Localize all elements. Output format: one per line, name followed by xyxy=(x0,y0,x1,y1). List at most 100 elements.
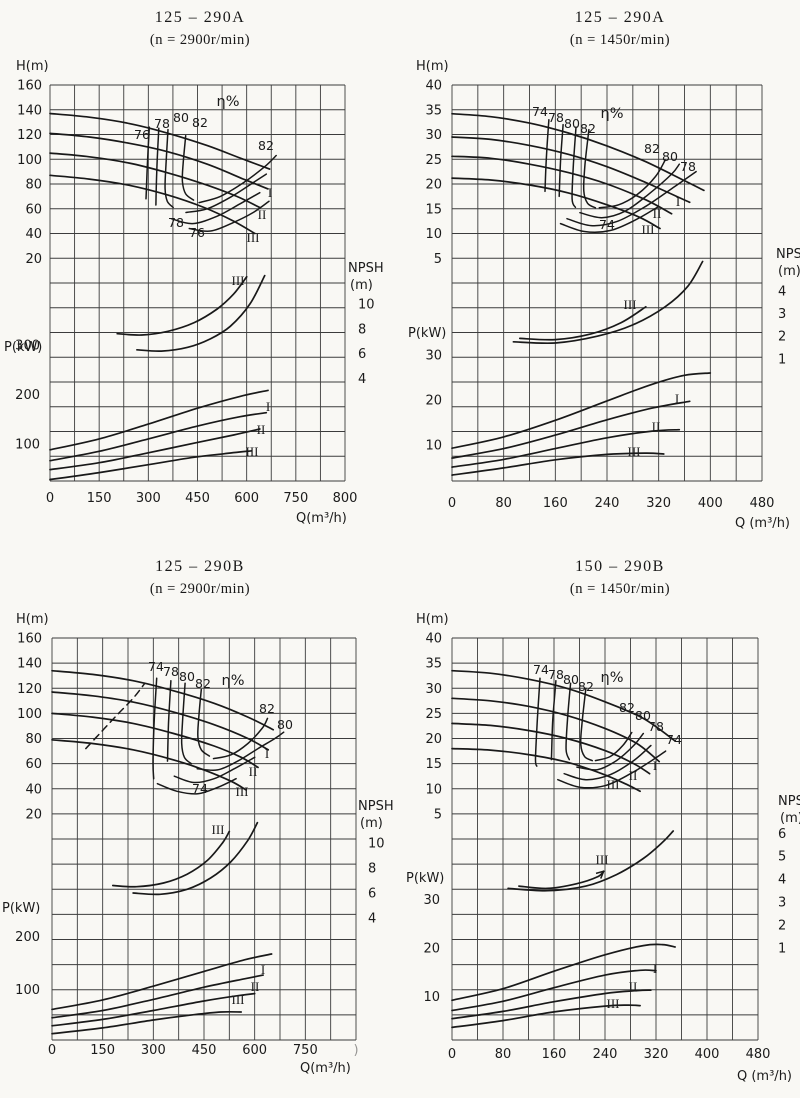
q-axis-tick: 150 xyxy=(90,1043,115,1058)
curve-label-III: III xyxy=(596,852,609,867)
curve-label-II: II xyxy=(249,764,258,779)
chart-panel-150-290B-1450: H(m)403530252015105P(kW)302010NPSH(m)654… xyxy=(400,549,800,1098)
curve-label-82: 82 xyxy=(195,676,211,691)
curve-label-II: II xyxy=(653,206,662,221)
series-head-III xyxy=(451,177,661,230)
npsh-axis-tick: 6 xyxy=(368,887,376,902)
q-axis-tick: 750 xyxy=(293,1043,318,1058)
curve-label-76: 76 xyxy=(134,127,150,142)
series-power-III xyxy=(451,452,665,476)
series-npsh-III xyxy=(518,305,647,341)
curve-label-82: 82 xyxy=(580,121,596,136)
series-head-I xyxy=(451,697,661,763)
series-head-I xyxy=(49,132,269,190)
q-axis-tick: 80 xyxy=(495,1047,512,1062)
h-axis-tick: 140 xyxy=(17,103,42,118)
npsh-axis-tick: 6 xyxy=(778,827,786,842)
series-npsh-I xyxy=(512,260,704,345)
npsh-axis-tick: 6 xyxy=(358,347,366,362)
q-axis-tick: 300 xyxy=(141,1043,166,1058)
series-eff-78-left xyxy=(550,679,557,761)
curve-label-74: 74 xyxy=(192,781,208,796)
series-power-A xyxy=(51,953,273,1011)
curve-label-78: 78 xyxy=(548,110,564,125)
p-axis-label: P(kW) xyxy=(4,340,42,355)
h-axis-tick: 40 xyxy=(25,227,42,242)
pump-curve-chart-canvas: H(m)403530252015105P(kW)302010NPSH(m)654… xyxy=(406,612,800,1084)
curve-label-80: 80 xyxy=(662,149,678,164)
h-axis-tick: 25 xyxy=(425,153,442,168)
p-axis-tick: 200 xyxy=(15,930,40,945)
series-npsh-I xyxy=(507,830,675,892)
series-head-A xyxy=(451,669,676,742)
series-eff-78-left xyxy=(155,127,160,206)
q-axis-tick: 600 xyxy=(234,491,259,506)
h-axis-tick: 60 xyxy=(25,202,42,217)
series-head-II xyxy=(451,155,673,215)
series-eff-78-right xyxy=(173,756,256,784)
npsh-axis-tick: 4 xyxy=(778,284,786,299)
p-axis-label: P(kW) xyxy=(408,326,446,341)
h-axis-tick: 80 xyxy=(25,732,42,747)
npsh-axis-tick: 8 xyxy=(368,861,376,876)
curve-label-80: 80 xyxy=(277,717,293,732)
curve-label-82: 82 xyxy=(192,115,208,130)
h-axis-label: H(m) xyxy=(416,59,449,74)
p-axis-tick: 20 xyxy=(423,941,440,956)
q-axis-tick: 80 xyxy=(495,496,512,511)
series-npsh-III xyxy=(116,275,248,336)
curve-label-80: 80 xyxy=(564,116,580,131)
pump-curve-chart-canvas: H(m)403530252015105P(kW)302010NPSH(m)432… xyxy=(408,59,800,531)
q-axis-tick: 480 xyxy=(750,496,775,511)
p-axis-tick: 30 xyxy=(425,349,442,364)
curve-label-78: 78 xyxy=(154,116,170,131)
series-eff-76-right xyxy=(188,200,270,232)
h-axis-tick: 5 xyxy=(434,252,442,267)
p-axis-label: P(kW) xyxy=(2,901,40,916)
curve-label-82: 82 xyxy=(259,701,275,716)
curve-label-III: III xyxy=(232,992,245,1007)
curve-label-II: II xyxy=(629,979,638,994)
npsh-axis-tick: 2 xyxy=(778,919,786,934)
h-axis-label: H(m) xyxy=(16,612,49,627)
p-axis-tick: 200 xyxy=(15,388,40,403)
chart-subtitle: (n = 2900r/min) xyxy=(149,32,251,48)
h-axis-tick: 100 xyxy=(17,153,42,168)
p-axis-tick: 100 xyxy=(15,437,40,452)
series-eff-78-right xyxy=(566,170,697,227)
curve-label-80: 80 xyxy=(173,110,189,125)
efficiency-axis-label: η% xyxy=(217,94,240,110)
curve-label-III: III xyxy=(628,444,641,459)
curve-label-I: I xyxy=(268,185,272,200)
series-head-I xyxy=(451,136,691,204)
npsh-axis-tick: 3 xyxy=(778,307,786,322)
series-eff-80-right xyxy=(185,173,268,214)
q-axis-tick: 0 xyxy=(448,1047,456,1062)
h-axis-tick: 160 xyxy=(17,79,42,94)
chart-title: 125 – 290A xyxy=(154,9,246,26)
h-axis-tick: 35 xyxy=(425,657,442,672)
q-axis-tick: 320 xyxy=(646,496,671,511)
curve-label-I: I xyxy=(676,194,680,209)
pump-curve-chart-canvas: H(m)16014012010080604020P(kW)200100NPSH(… xyxy=(2,612,394,1076)
q-axis-tick: 800 xyxy=(333,491,358,506)
curve-label-III: III xyxy=(247,230,260,245)
h-axis-label: H(m) xyxy=(416,612,449,627)
series-eff-82-right xyxy=(198,154,277,204)
chart-panel-125-290A-1450: H(m)403530252015105P(kW)302010NPSH(m)432… xyxy=(400,0,800,549)
q-axis-tick: 0 xyxy=(46,491,54,506)
npsh-axis-tick: 8 xyxy=(358,322,366,337)
q-axis-tick: 320 xyxy=(644,1047,669,1062)
series-eff-74-left xyxy=(544,118,550,193)
h-axis-tick: 160 xyxy=(17,632,42,647)
series-power-A xyxy=(451,943,676,1002)
npsh-axis-tick: 2 xyxy=(778,330,786,345)
npsh-axis-unit: (m) xyxy=(350,278,373,293)
curve-label-III: III xyxy=(642,222,655,237)
p-axis-tick: 30 xyxy=(423,893,440,908)
npsh-axis-tick: 4 xyxy=(778,873,786,888)
curve-label-78: 78 xyxy=(168,215,184,230)
series-npsh-III xyxy=(111,830,231,888)
npsh-axis-tick: 1 xyxy=(778,942,786,957)
